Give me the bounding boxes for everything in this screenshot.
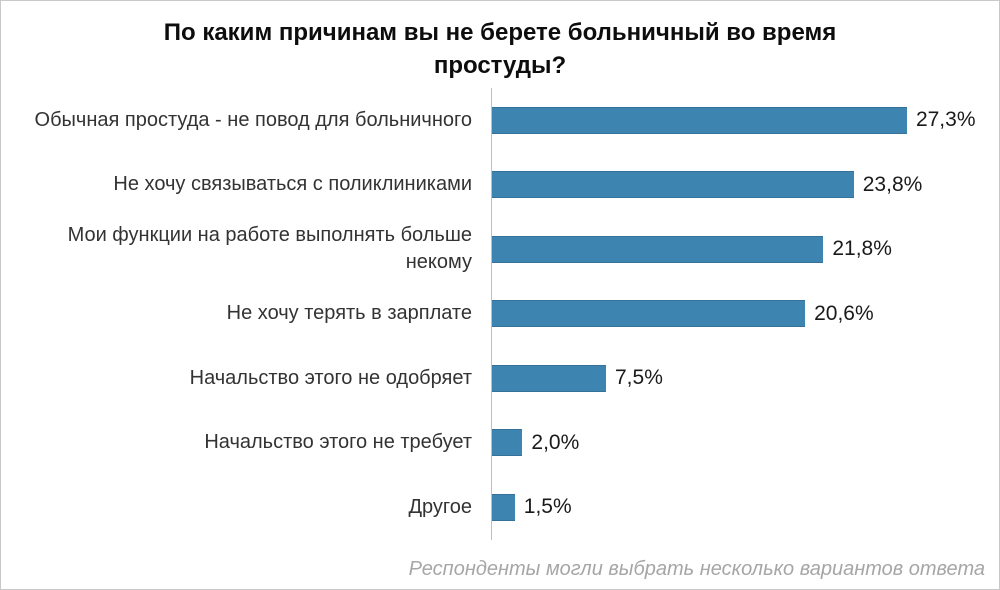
- bar-track: 1,5%: [491, 475, 999, 540]
- bar-track: 20,6%: [491, 281, 999, 346]
- category-label: Мои функции на работе выполнять больше н…: [67, 224, 472, 274]
- bar: [492, 300, 806, 328]
- bar-track: 21,8%: [491, 217, 999, 282]
- plot-area: Обычная простуда - не повод для больничн…: [1, 88, 999, 540]
- bar-row: Начальство этого не требует 2,0%: [1, 410, 999, 475]
- value-label: 27,3%: [915, 108, 976, 132]
- chart-title: По каким причинам вы не берете больничны…: [1, 16, 999, 82]
- value-label: 1,5%: [523, 495, 572, 519]
- bar-row: Мои функции на работе выполнять больше н…: [1, 217, 999, 282]
- bar: [492, 171, 854, 199]
- bar: [492, 106, 907, 134]
- chart-footnote: Респонденты могли выбрать несколько вари…: [408, 558, 985, 580]
- value-label: 21,8%: [832, 237, 892, 261]
- bar-row: Не хочу терять в зарплате 20,6%: [1, 281, 999, 346]
- bar-track: 27,3%: [491, 88, 999, 153]
- category-label: Начальство этого не требует: [204, 431, 472, 454]
- category-label: Другое: [408, 495, 472, 518]
- bar-track: 2,0%: [491, 410, 999, 475]
- bar: [492, 235, 824, 263]
- value-label: 20,6%: [814, 301, 874, 325]
- value-label: 23,8%: [862, 172, 923, 196]
- category-label: Обычная простуда - не повод для больничн…: [34, 108, 472, 131]
- bar-row: Не хочу связываться с поликлиниками 23,8…: [1, 152, 999, 217]
- bar-row: Начальство этого не одобряет 7,5%: [1, 346, 999, 411]
- bar-row: Другое 1,5%: [1, 475, 999, 540]
- category-label: Не хочу терять в зарплате: [226, 302, 472, 325]
- value-label: 7,5%: [615, 366, 663, 390]
- chart-title-line2: простуды?: [433, 52, 567, 79]
- chart-title-line1: По каким причинам вы не берете больничны…: [163, 19, 837, 46]
- bar: [492, 493, 515, 521]
- category-label: Начальство этого не одобряет: [189, 366, 472, 389]
- bar: [492, 364, 606, 392]
- bar-track: 7,5%: [491, 346, 999, 411]
- bar-row: Обычная простуда - не повод для больничн…: [1, 88, 999, 153]
- category-label: Не хочу связываться с поликлиниками: [113, 173, 472, 196]
- bar: [492, 429, 523, 457]
- bar-track: 23,8%: [491, 152, 999, 217]
- value-label: 2,0%: [531, 430, 580, 454]
